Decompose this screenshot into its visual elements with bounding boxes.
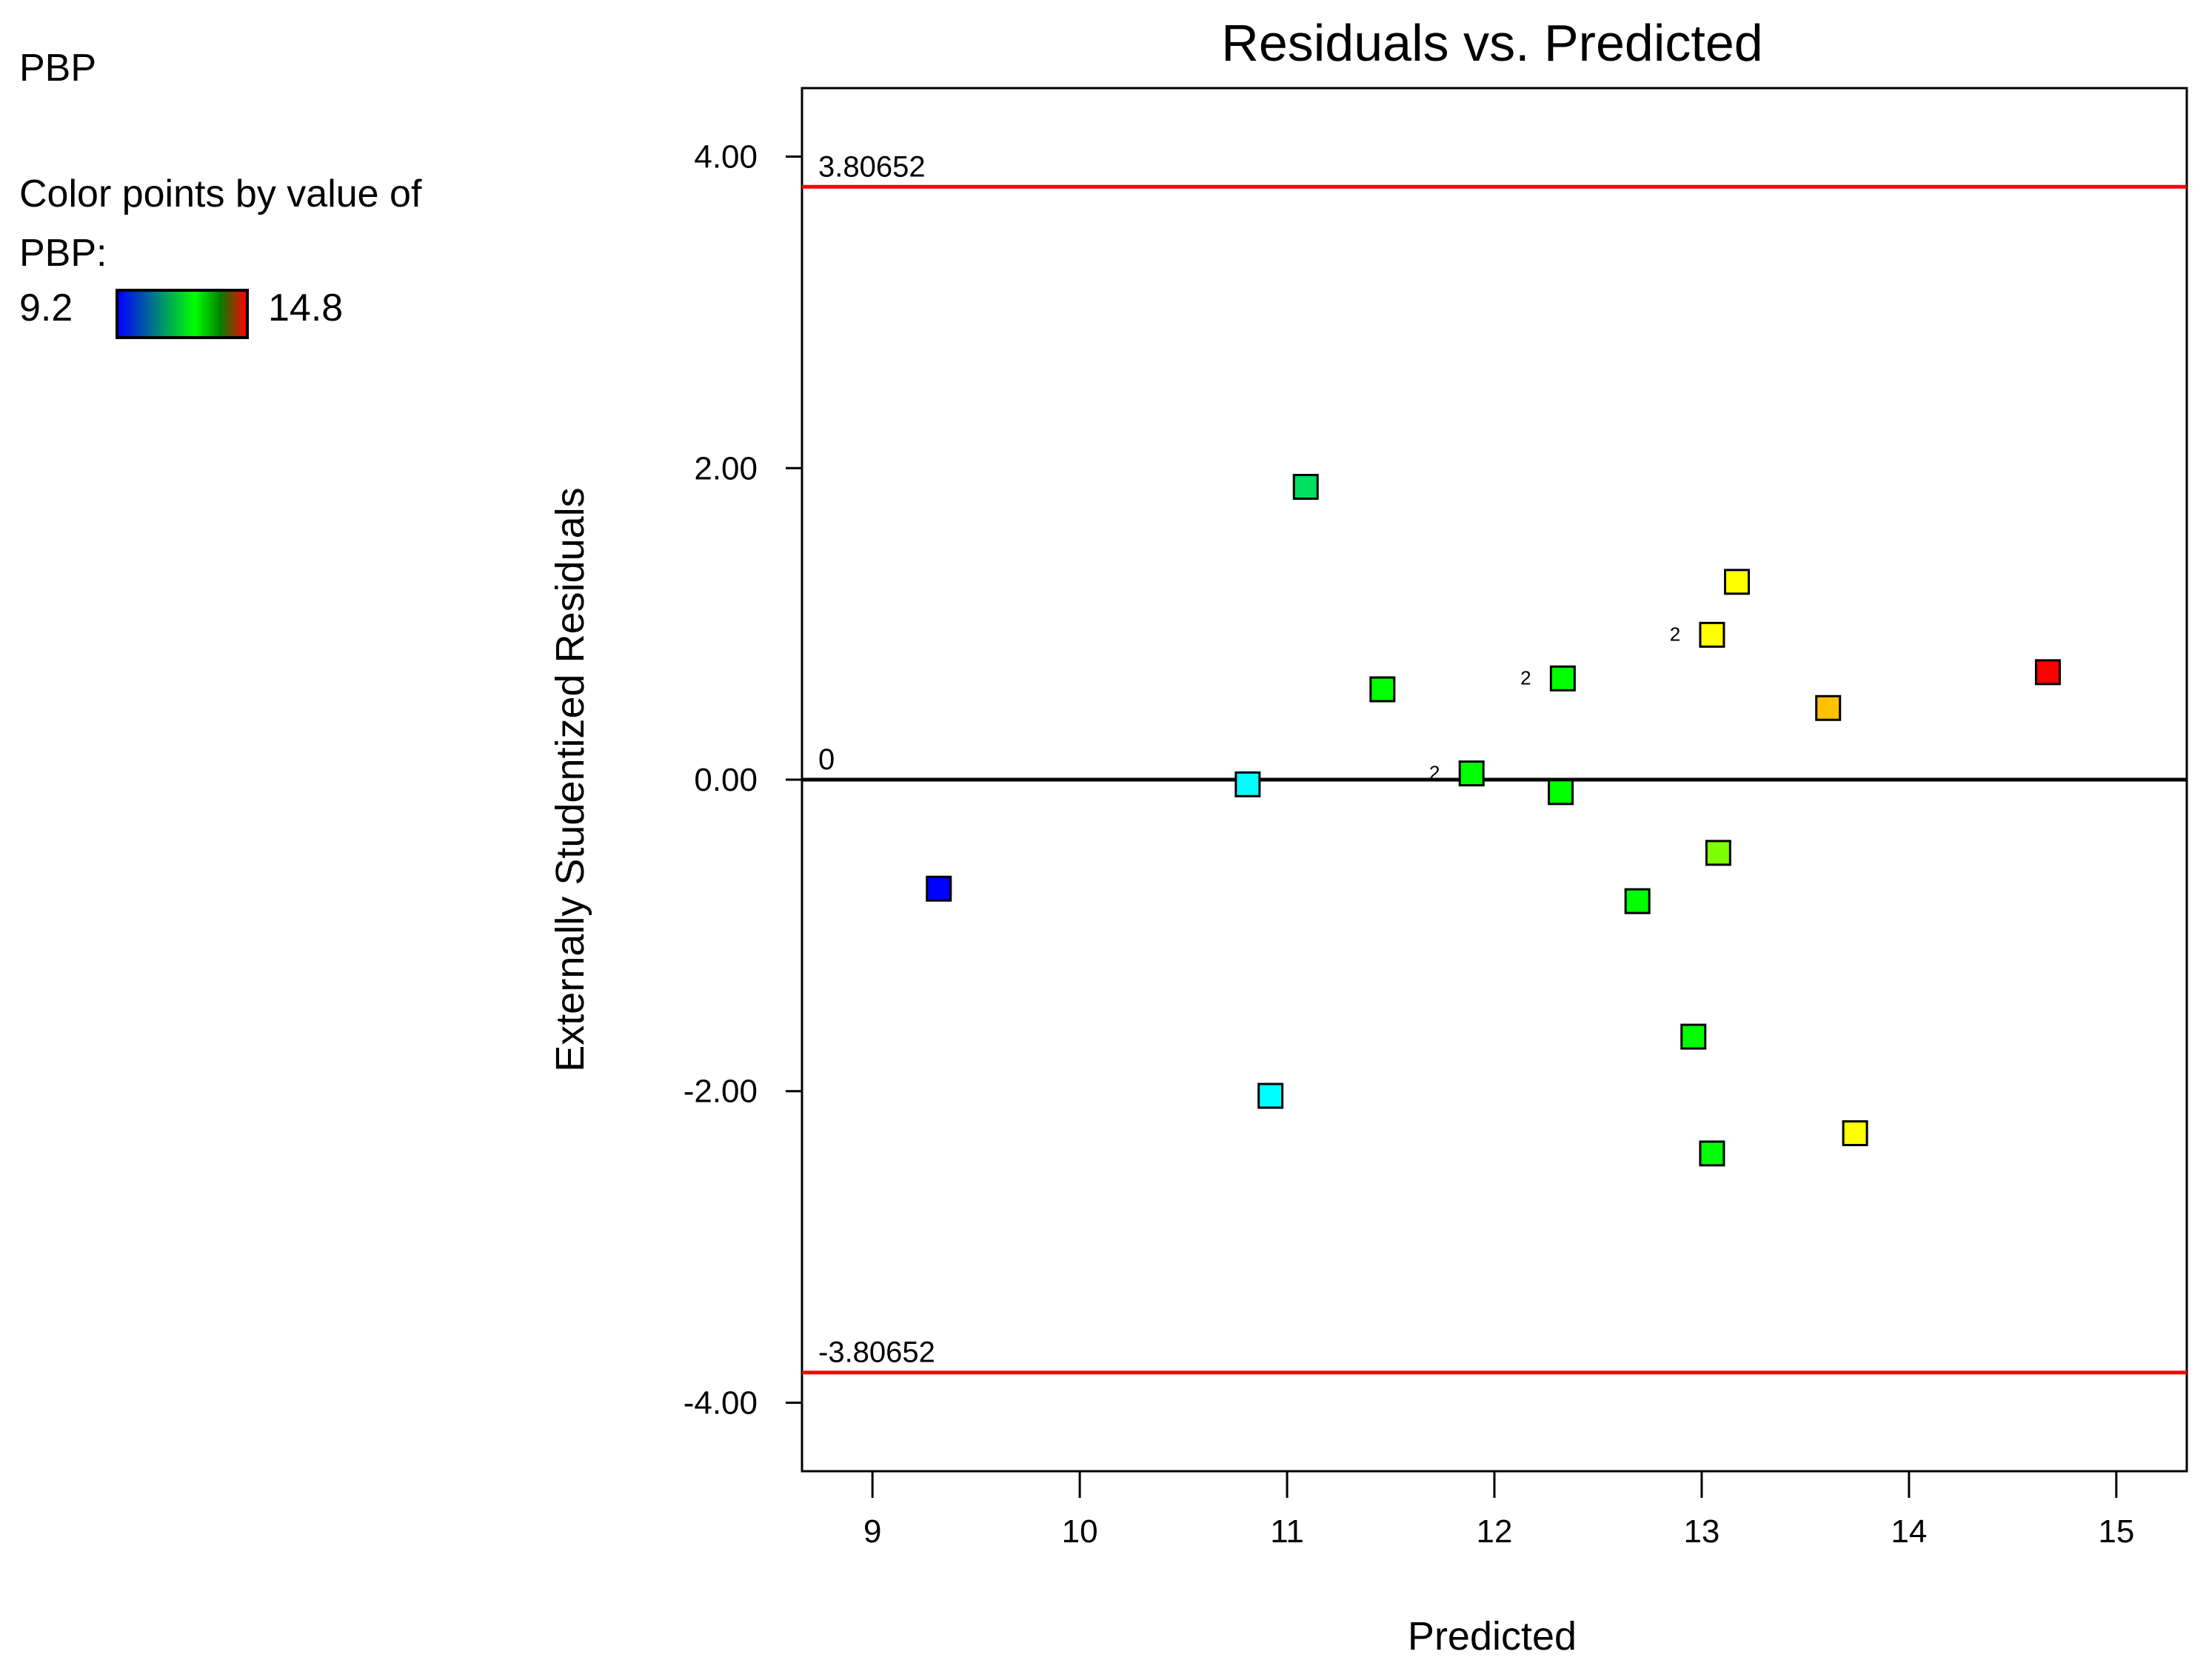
data-point-7 <box>1549 665 1576 692</box>
y-tick-label-3: -2.00 <box>684 1074 758 1110</box>
x-tick-label-2: 11 <box>1270 1513 1304 1550</box>
data-point-count-label-7: 2 <box>1520 666 1531 689</box>
legend-response-name: PBP <box>19 47 97 90</box>
data-point-3 <box>1292 474 1319 501</box>
reference-line-label-1: 0 <box>818 743 835 776</box>
legend-color-gradient <box>116 289 249 339</box>
data-point-11 <box>1699 1140 1725 1167</box>
data-point-6 <box>1548 779 1574 806</box>
data-point-4 <box>1369 676 1396 703</box>
data-point-8 <box>1624 888 1651 914</box>
reference-line-label-2: -3.80652 <box>818 1336 935 1369</box>
data-point-15 <box>1842 1120 1868 1147</box>
x-axis: 9 10 11 12 13 14 15 <box>863 1471 2134 1550</box>
x-tick-label-4: 13 <box>1683 1513 1720 1550</box>
legend-min-label: 9.2 <box>19 287 73 329</box>
x-tick-label-6: 15 <box>2098 1513 2134 1550</box>
reference-lines: 3.80652 0 -3.80652 <box>802 150 2187 1375</box>
x-axis-label: Predicted <box>1408 1614 1577 1659</box>
y-tick-label-2: 0.00 <box>694 762 758 798</box>
y-tick-label-4: -4.00 <box>684 1385 758 1421</box>
x-tick-label-0: 9 <box>863 1513 881 1550</box>
x-tick-label-3: 12 <box>1477 1513 1513 1550</box>
data-point-count-label-10: 2 <box>1670 623 1680 645</box>
reference-line-label-0: 3.80652 <box>818 150 926 183</box>
y-tick-label-1: 2.00 <box>694 450 758 486</box>
y-tick-label-0: 4.00 <box>694 139 758 175</box>
x-tick-label-5: 14 <box>1891 1513 1927 1550</box>
legend-caption: Color points by value of PBP: <box>19 173 422 275</box>
data-point-13 <box>1724 569 1751 595</box>
data-points: 2 2 2 <box>926 474 2061 1167</box>
y-axis-label: Externally Studentized Residuals <box>548 487 592 1071</box>
legend-max-label: 14.8 <box>268 287 344 329</box>
y-axis: 4.00 2.00 0.00 -2.00 -4.00 <box>684 139 802 1421</box>
data-point-1 <box>1234 771 1261 797</box>
data-point-9 <box>1680 1023 1707 1050</box>
data-point-14 <box>1815 695 1842 721</box>
data-point-count-label-5: 2 <box>1429 762 1440 784</box>
color-legend-panel: PBP Color points by value of PBP: 9.2 14… <box>0 0 518 370</box>
x-tick-label-1: 10 <box>1062 1513 1098 1550</box>
chart-title: Residuals vs. Predicted <box>1221 14 1762 72</box>
data-point-0 <box>926 875 952 902</box>
data-point-2 <box>1257 1082 1284 1109</box>
data-point-5 <box>1458 760 1485 787</box>
data-point-10 <box>1699 621 1725 648</box>
data-point-12 <box>1705 840 1731 866</box>
data-point-16 <box>2034 659 2061 686</box>
